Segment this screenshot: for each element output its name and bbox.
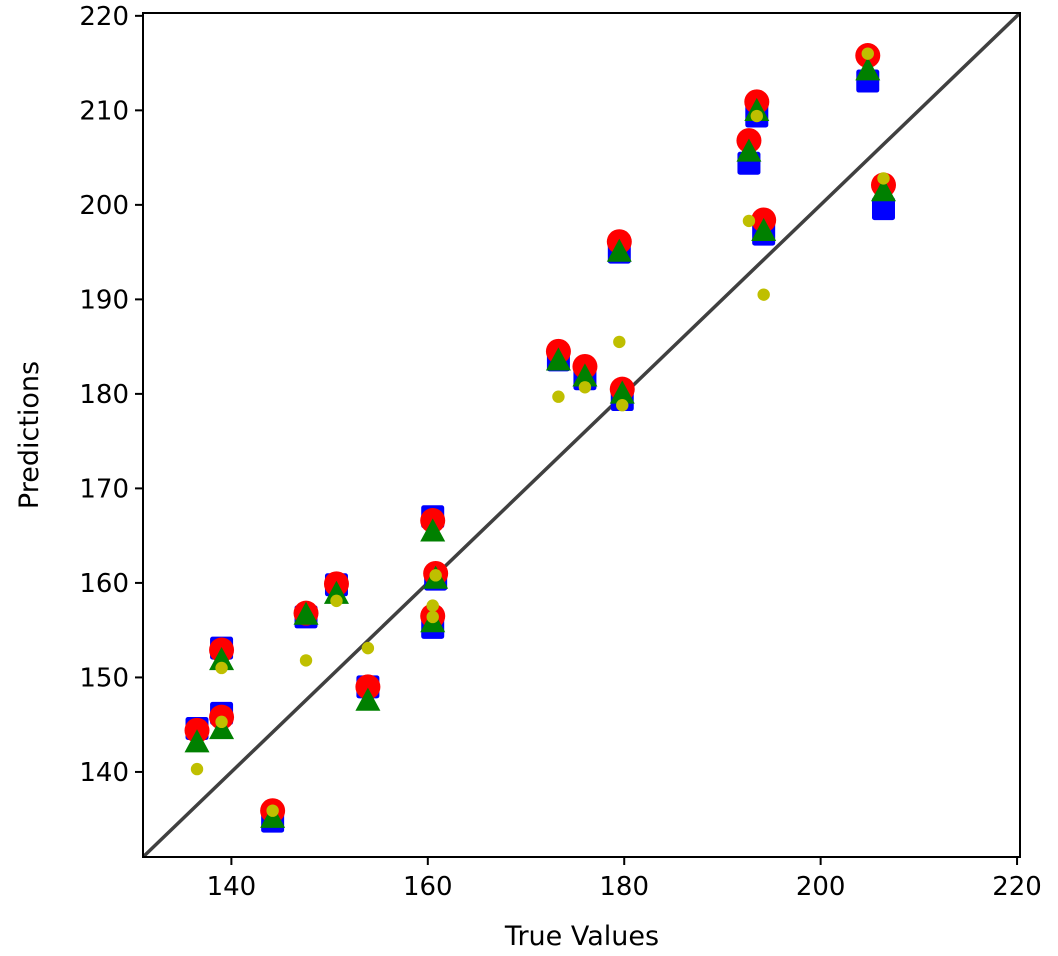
y-tick-label: 170 (79, 474, 129, 504)
data-point-small-circle (616, 399, 629, 412)
plot-layer (143, 13, 1020, 857)
data-point-small-circle (190, 762, 204, 776)
x-axis-label: True Values (504, 921, 659, 951)
x-tick-label: 220 (992, 872, 1042, 902)
data-point-triangle (751, 217, 777, 242)
plot-frame (142, 12, 1021, 858)
data-point-small-circle (757, 288, 770, 301)
data-point-triangle (855, 57, 881, 81)
series-square (185, 69, 895, 833)
y-tick-label: 210 (79, 96, 129, 126)
series-small-circle (190, 47, 890, 817)
x-tick-label: 160 (403, 872, 453, 902)
y-tick-label: 160 (79, 569, 129, 599)
data-point-small-circle (578, 381, 592, 394)
data-point-small-circle (266, 804, 279, 817)
x-tick-label: 180 (599, 872, 649, 902)
data-point-circle (355, 674, 381, 700)
data-point-small-circle (552, 390, 565, 403)
y-tick-label: 190 (79, 285, 129, 315)
x-tick-label: 140 (207, 872, 257, 902)
data-point-small-circle (330, 594, 343, 608)
data-point-small-circle (861, 47, 874, 60)
data-point-small-circle (361, 641, 375, 655)
data-point-triangle (744, 97, 770, 121)
data-point-triangle (209, 646, 235, 671)
data-point-square (871, 197, 895, 221)
data-point-small-circle (429, 569, 442, 582)
data-point-small-circle (742, 214, 756, 228)
data-point-triangle (736, 138, 762, 162)
plot-area (143, 13, 1020, 857)
axes-layer: 140 160 180 200 220 140 150 160 170 180 190 200 210 2… (79, 2, 1042, 902)
y-tick-label: 200 (79, 191, 129, 221)
y-tick-label: 220 (79, 2, 129, 32)
data-point-small-circle (426, 610, 439, 624)
data-point-triangle (323, 580, 349, 604)
data-point-small-circle (299, 654, 313, 667)
data-point-triangle (545, 347, 571, 371)
data-point-small-circle (750, 109, 764, 123)
y-tick-label: 150 (79, 663, 129, 693)
data-point-small-circle (215, 661, 228, 675)
data-point-triangle (293, 601, 319, 625)
data-point-triangle (609, 380, 635, 404)
data-point-small-circle (877, 172, 890, 185)
data-point-small-circle (613, 335, 626, 349)
data-point-small-circle (426, 599, 439, 612)
y-axis-label: Predictions (14, 361, 45, 509)
data-point-triangle (184, 729, 210, 753)
y-tick-label: 180 (79, 380, 129, 410)
data-point-triangle (420, 518, 446, 542)
data-point-triangle (606, 238, 632, 262)
data-point-small-circle (215, 715, 228, 729)
x-tick-label: 200 (796, 872, 846, 902)
y-tick-label: 140 (79, 758, 129, 788)
data-point-triangle (355, 687, 381, 711)
data-point-triangle (870, 178, 896, 202)
data-point-triangle (572, 363, 598, 387)
identity-line (143, 13, 1020, 857)
series-circle (184, 43, 896, 824)
